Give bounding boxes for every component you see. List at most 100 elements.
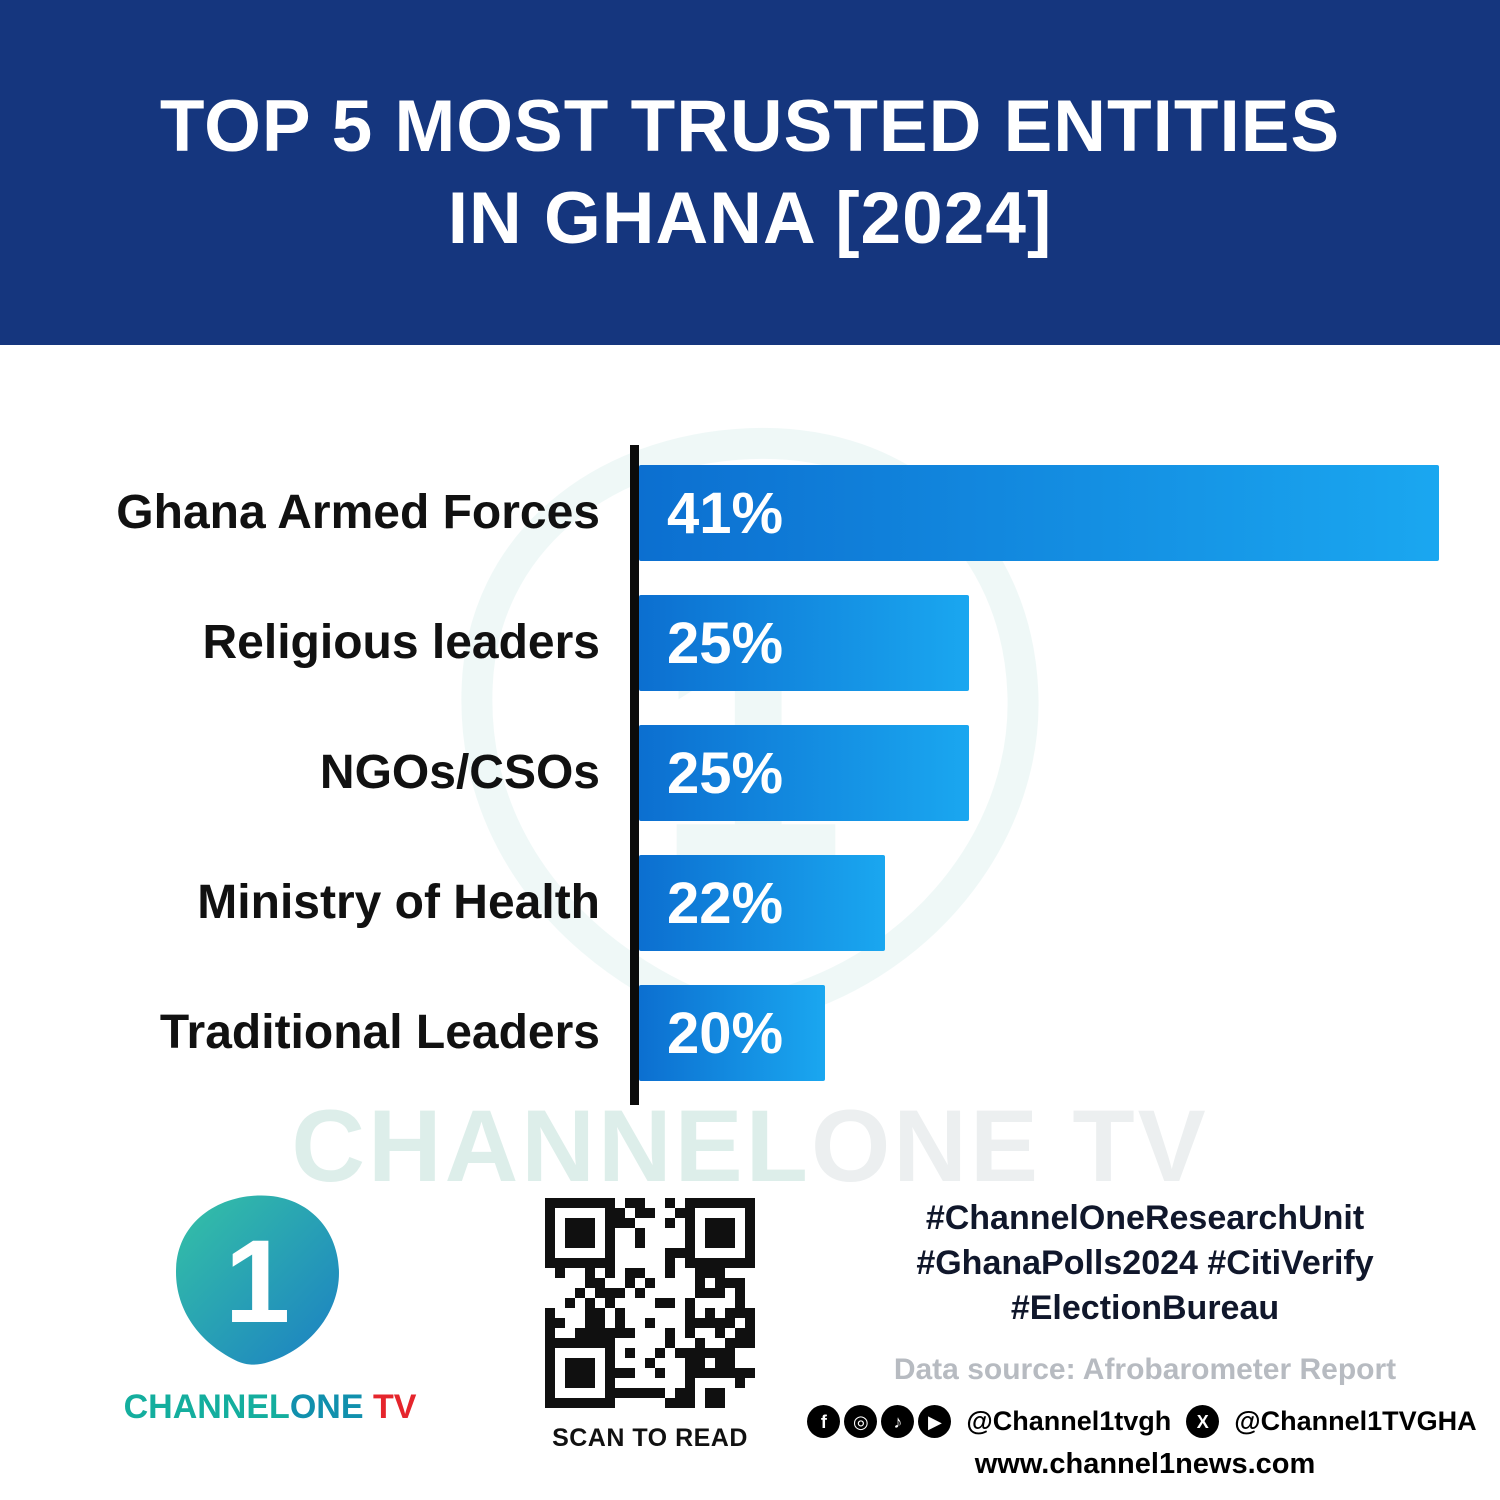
qr-module bbox=[685, 1228, 695, 1238]
qr-module bbox=[625, 1248, 635, 1258]
qr-module bbox=[715, 1308, 725, 1318]
qr-module bbox=[665, 1338, 675, 1348]
channel-one-watermark: CHANNELONE TV bbox=[0, 1088, 1500, 1205]
qr-module bbox=[645, 1378, 655, 1388]
qr-module bbox=[575, 1278, 585, 1288]
qr-module bbox=[635, 1358, 645, 1368]
qr-module bbox=[665, 1298, 675, 1308]
qr-module bbox=[725, 1198, 735, 1208]
qr-module bbox=[655, 1198, 665, 1208]
qr-module bbox=[615, 1348, 625, 1358]
qr-module bbox=[685, 1368, 695, 1378]
qr-module bbox=[745, 1348, 755, 1358]
qr-module bbox=[735, 1358, 745, 1368]
qr-module bbox=[555, 1378, 565, 1388]
qr-module bbox=[545, 1298, 555, 1308]
qr-module bbox=[595, 1338, 605, 1348]
facebook-icon: f bbox=[807, 1405, 841, 1438]
qr-module bbox=[735, 1338, 745, 1348]
qr-module bbox=[645, 1268, 655, 1278]
qr-module bbox=[545, 1268, 555, 1278]
qr-module bbox=[615, 1238, 625, 1248]
qr-module bbox=[565, 1388, 575, 1398]
qr-module bbox=[675, 1198, 685, 1208]
qr-module bbox=[545, 1198, 555, 1208]
qr-module bbox=[625, 1298, 635, 1308]
qr-module bbox=[725, 1228, 735, 1238]
qr-module bbox=[615, 1398, 625, 1408]
qr-module bbox=[545, 1338, 555, 1348]
qr-module bbox=[745, 1208, 755, 1218]
qr-module bbox=[665, 1248, 675, 1258]
qr-module bbox=[655, 1218, 665, 1228]
qr-module bbox=[685, 1338, 695, 1348]
qr-module bbox=[735, 1238, 745, 1248]
qr-module bbox=[695, 1218, 705, 1228]
watermark-part1: CHANNEL bbox=[291, 1089, 811, 1203]
qr-module bbox=[685, 1348, 695, 1358]
qr-module bbox=[585, 1328, 595, 1338]
qr-module bbox=[645, 1338, 655, 1348]
qr-module bbox=[705, 1278, 715, 1288]
qr-module bbox=[615, 1338, 625, 1348]
qr-module bbox=[655, 1298, 665, 1308]
qr-module bbox=[595, 1318, 605, 1328]
qr-module bbox=[735, 1348, 745, 1358]
qr-module bbox=[685, 1328, 695, 1338]
qr-module bbox=[735, 1288, 745, 1298]
qr-module bbox=[725, 1378, 735, 1388]
qr-module bbox=[575, 1378, 585, 1388]
qr-module bbox=[745, 1328, 755, 1338]
qr-module bbox=[685, 1378, 695, 1388]
qr-module bbox=[545, 1388, 555, 1398]
qr-module bbox=[705, 1308, 715, 1318]
instagram-icon: ◎ bbox=[844, 1405, 878, 1438]
qr-module bbox=[715, 1368, 725, 1378]
qr-module bbox=[705, 1298, 715, 1308]
qr-module bbox=[635, 1318, 645, 1328]
qr-module bbox=[595, 1308, 605, 1318]
qr-module bbox=[665, 1368, 675, 1378]
qr-module bbox=[685, 1218, 695, 1228]
qr-module bbox=[735, 1228, 745, 1238]
qr-module bbox=[605, 1298, 615, 1308]
qr-module bbox=[595, 1368, 605, 1378]
qr-module bbox=[705, 1218, 715, 1228]
qr-module bbox=[545, 1328, 555, 1338]
qr-module bbox=[605, 1328, 615, 1338]
qr-module bbox=[725, 1348, 735, 1358]
qr-module bbox=[695, 1248, 705, 1258]
qr-module bbox=[545, 1248, 555, 1258]
qr-module bbox=[555, 1348, 565, 1358]
qr-module bbox=[645, 1258, 655, 1268]
bar: 25% bbox=[639, 725, 969, 821]
qr-module bbox=[625, 1238, 635, 1248]
qr-module bbox=[625, 1198, 635, 1208]
qr-module bbox=[615, 1308, 625, 1318]
qr-module bbox=[595, 1398, 605, 1408]
qr-module bbox=[585, 1248, 595, 1258]
qr-module bbox=[705, 1388, 715, 1398]
qr-module bbox=[715, 1228, 725, 1238]
qr-module bbox=[615, 1368, 625, 1378]
qr-module bbox=[735, 1248, 745, 1258]
qr-module bbox=[575, 1358, 585, 1368]
qr-module bbox=[575, 1368, 585, 1378]
qr-module bbox=[625, 1278, 635, 1288]
qr-module bbox=[655, 1288, 665, 1298]
qr-module bbox=[745, 1248, 755, 1258]
qr-module bbox=[685, 1308, 695, 1318]
qr-module bbox=[625, 1338, 635, 1348]
qr-module bbox=[645, 1238, 655, 1248]
qr-module bbox=[635, 1328, 645, 1338]
qr-module bbox=[565, 1278, 575, 1288]
qr-module bbox=[545, 1318, 555, 1328]
qr-module bbox=[695, 1208, 705, 1218]
qr-module bbox=[545, 1358, 555, 1368]
qr-module bbox=[625, 1358, 635, 1368]
qr-module bbox=[635, 1348, 645, 1358]
qr-module bbox=[725, 1298, 735, 1308]
qr-module bbox=[685, 1258, 695, 1268]
qr-module bbox=[565, 1248, 575, 1258]
qr-module bbox=[605, 1268, 615, 1278]
